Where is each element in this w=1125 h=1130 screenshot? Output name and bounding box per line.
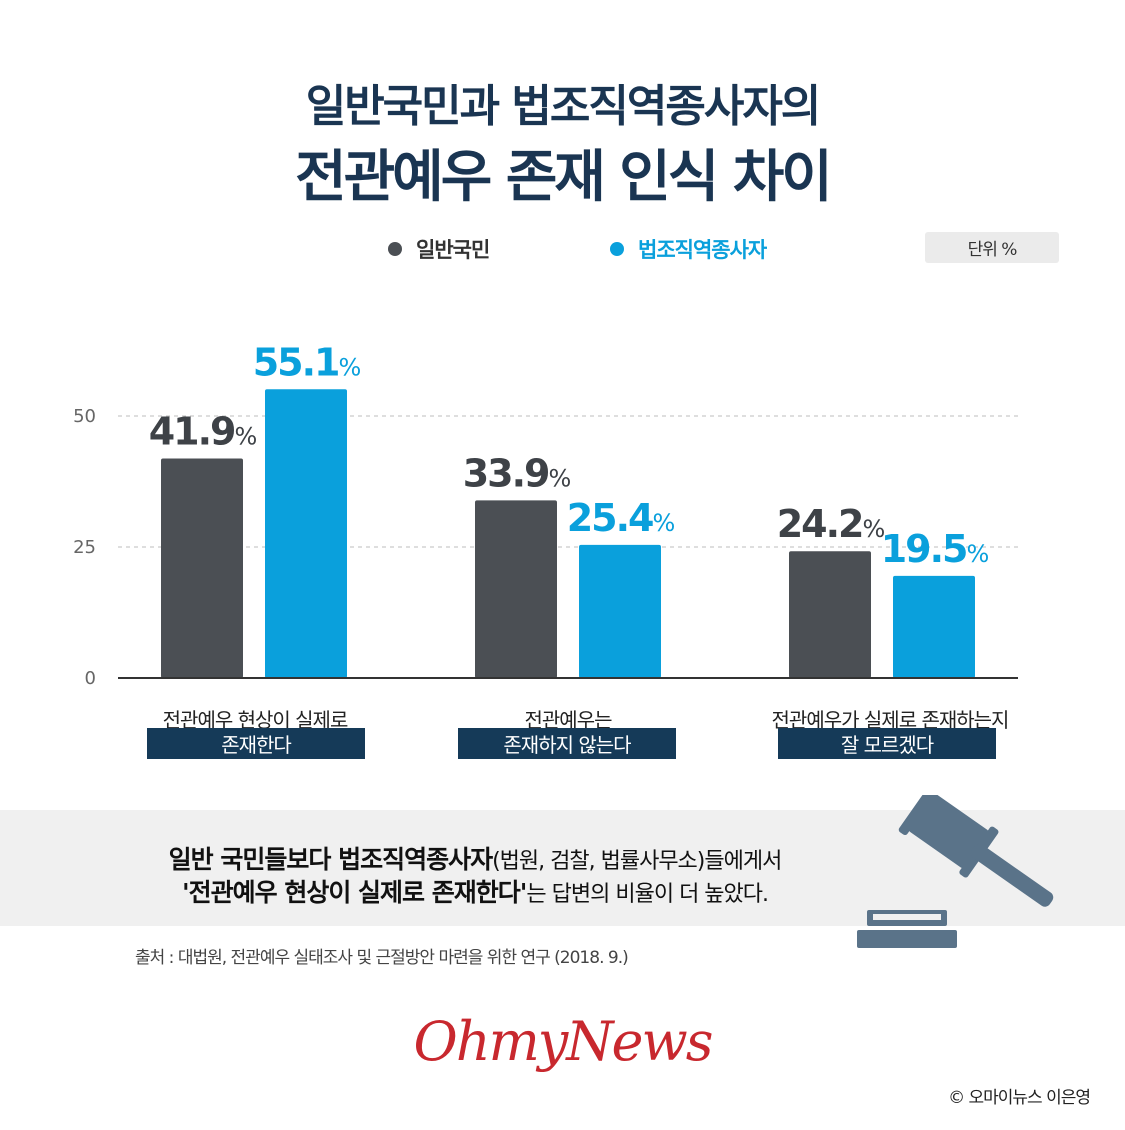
- category-label-box: 존재하지 않는다: [458, 728, 676, 759]
- category-label-box: 존재한다: [147, 728, 365, 759]
- source-note: 출처 : 대법원, 전관예우 실태조사 및 근절방안 마련을 위한 연구 (20…: [135, 948, 629, 968]
- legend-label: 법조직역종사자: [638, 238, 767, 262]
- legend-dot-icon: [610, 242, 624, 256]
- summary-line-1: 일반 국민들보다 법조직역종사자(법원, 검찰, 법률사무소)들에게서: [0, 840, 950, 876]
- bar-value-label: 33.9%: [463, 451, 571, 495]
- unit-badge: 단위 %: [925, 232, 1059, 263]
- gavel-icon: [857, 795, 1054, 948]
- bar: [161, 458, 243, 678]
- bar: [475, 500, 557, 678]
- chart-title-line2: 전관예우 존재 인식 차이: [295, 145, 833, 210]
- bar-value-label: 19.5%: [881, 527, 989, 571]
- legend-item-legal-professionals: 법조직역종사자: [610, 232, 767, 266]
- legend-label: 일반국민: [416, 238, 490, 262]
- bar: [579, 544, 661, 678]
- copyright-note: © 오마이뉴스 이은영: [948, 1088, 1091, 1108]
- y-tick-label: 0: [85, 668, 96, 689]
- bar-value-label: 55.1%: [253, 340, 361, 384]
- summary-line-1-rest: (법원, 검찰, 법률사무소)들에게서: [492, 849, 782, 874]
- ohmynews-logo: OhmyNews: [413, 1010, 714, 1073]
- bar: [893, 575, 975, 678]
- summary-line-2-rest: 는 답변의 비율이 더 높았다.: [526, 882, 769, 907]
- legend-dot-icon: [388, 242, 402, 256]
- y-tick-label: 25: [73, 537, 96, 558]
- summary-line-2-bold: '전관예우 현상이 실제로 존재한다': [181, 878, 527, 907]
- bar-value-label: 25.4%: [567, 496, 675, 540]
- bar: [789, 551, 871, 678]
- summary-line-2: '전관예우 현상이 실제로 존재한다'는 답변의 비율이 더 높았다.: [0, 873, 950, 909]
- category-label-box: 잘 모르겠다: [778, 728, 996, 759]
- y-tick-label: 50: [73, 406, 96, 427]
- bar-value-label: 41.9%: [149, 409, 257, 453]
- bar-chart: 0 25 50 41.9% 33.9% 24.2% 55.1% 25.4% 19.5%: [73, 340, 1018, 689]
- bar-value-label: 24.2%: [777, 502, 885, 546]
- legend-item-general-public: 일반국민: [388, 232, 490, 266]
- summary-line-1-bold: 일반 국민들보다 법조직역종사자: [168, 845, 493, 874]
- bar: [265, 389, 347, 678]
- chart-title-line1: 일반국민과 법조직역종사자의: [305, 81, 822, 132]
